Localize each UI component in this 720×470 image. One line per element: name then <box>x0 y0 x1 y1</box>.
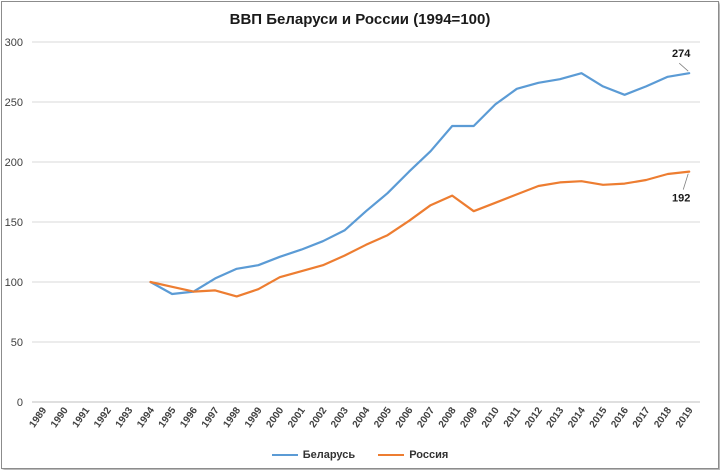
x-tick-label: 2010 <box>480 405 502 430</box>
series-line-belarus <box>149 72 691 296</box>
x-tick-label: 2006 <box>394 405 416 430</box>
legend-swatch-belarus <box>271 454 298 456</box>
x-tick-label: 2002 <box>308 405 330 430</box>
x-tick-label: 1999 <box>243 405 265 430</box>
x-tick-label: 2004 <box>351 405 373 430</box>
y-tick-label: 100 <box>5 277 23 289</box>
x-tick-label: 1993 <box>114 405 136 430</box>
data-label-russia: 192 <box>672 193 690 205</box>
x-tick-label: 2018 <box>652 405 674 430</box>
x-tick-label: 2005 <box>372 405 394 430</box>
chart-title: ВВП Беларуси и России (1994=100) <box>229 11 491 28</box>
legend-label-russia: Россия <box>409 449 449 461</box>
x-tick-label: 1995 <box>157 405 179 430</box>
x-tick-label: 1994 <box>135 405 157 430</box>
x-tick-label: 2000 <box>264 405 286 430</box>
x-tick-label: 1998 <box>221 405 243 430</box>
y-tick-label: 250 <box>5 97 23 109</box>
x-tick-label: 1990 <box>49 405 71 430</box>
x-tick-label: 2009 <box>458 405 480 430</box>
data-label-belarus: 274 <box>672 48 691 60</box>
legend-item-russia: Россия <box>378 449 448 461</box>
y-tick-label: 0 <box>17 397 23 409</box>
x-tick-label: 2014 <box>566 405 588 430</box>
x-tick-label: 2016 <box>609 405 631 430</box>
x-tick-label: 2011 <box>502 405 524 429</box>
legend-label-belarus: Беларусь <box>302 449 356 461</box>
x-tick-label: 2015 <box>588 405 610 430</box>
x-tick-label: 2013 <box>545 405 567 430</box>
x-tick-label: 1997 <box>200 405 222 430</box>
x-tick-label: 1989 <box>27 405 49 430</box>
x-tick-label: 2007 <box>415 405 437 430</box>
data-label-leader <box>682 173 689 190</box>
legend-item-belarus: Беларусь <box>271 449 356 461</box>
x-tick-label: 2019 <box>674 405 696 430</box>
data-label-leader <box>678 62 689 72</box>
y-tick-label: 200 <box>5 157 23 169</box>
x-tick-label: 2003 <box>329 405 351 430</box>
y-tick-label: 50 <box>11 337 23 349</box>
y-tick-label: 150 <box>5 217 23 229</box>
chart-legend: Беларусь Россия <box>0 447 720 461</box>
legend-swatch-russia <box>378 454 405 456</box>
x-tick-label: 2017 <box>631 405 653 430</box>
x-tick-label: 1996 <box>178 405 200 430</box>
y-tick-label: 300 <box>5 37 23 49</box>
x-tick-label: 2001 <box>286 405 308 430</box>
x-tick-label: 2012 <box>523 405 545 430</box>
x-tick-label: 1992 <box>92 405 114 430</box>
x-tick-label: 2008 <box>437 405 459 430</box>
x-tick-label: 1991 <box>71 405 93 430</box>
series-line-russia <box>149 170 691 298</box>
